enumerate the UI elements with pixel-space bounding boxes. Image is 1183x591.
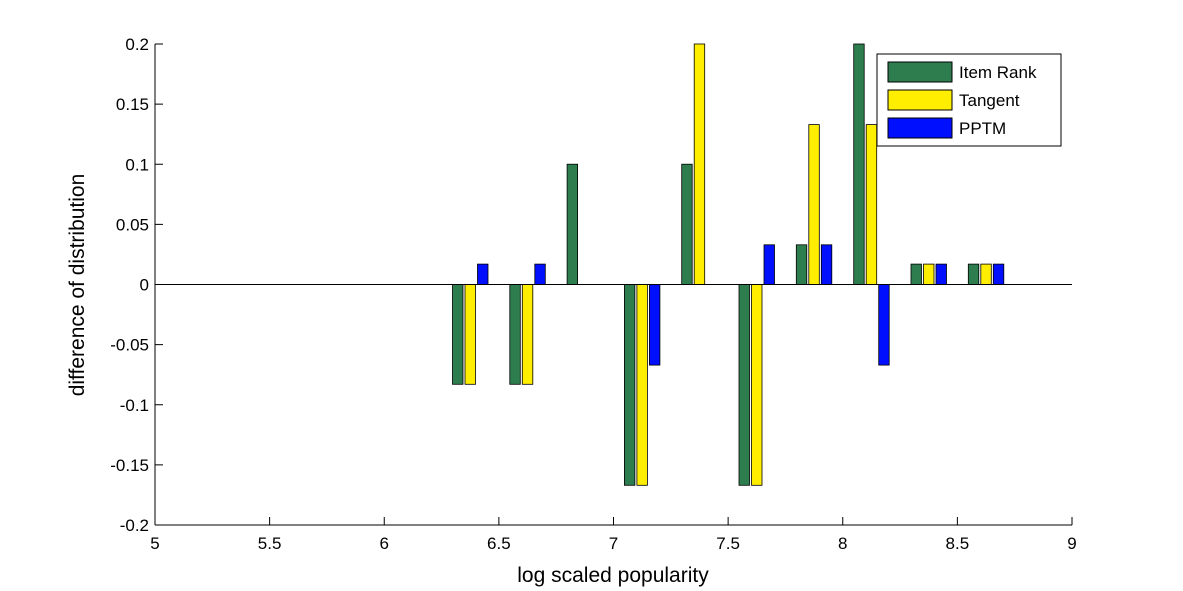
bar-item-rank-6 — [738, 284, 750, 486]
y-tick-label: -0.15 — [110, 456, 149, 475]
y-tick-label: -0.1 — [120, 396, 149, 415]
bar-tangent-1 — [464, 284, 476, 385]
bar-item-rank-1 — [452, 284, 464, 385]
bar-item-rank-5 — [681, 163, 693, 285]
bar-pptm-6 — [763, 244, 775, 285]
y-tick-label: 0 — [140, 276, 149, 295]
legend-swatch — [887, 61, 953, 83]
bar-pptm-4 — [649, 284, 661, 366]
x-tick-label: 9 — [1067, 534, 1076, 553]
y-tick-label: -0.05 — [110, 336, 149, 355]
y-tick-label: -0.2 — [120, 516, 149, 535]
x-tick-label: 7 — [609, 534, 618, 553]
bar-item-rank-2 — [509, 284, 521, 385]
bar-item-rank-8 — [853, 43, 865, 285]
y-tick-label: 0.1 — [125, 155, 149, 174]
legend-label: PPTM — [959, 119, 1006, 138]
x-axis-title: log scaled popularity — [517, 564, 709, 587]
bar-pptm-10 — [992, 263, 1005, 285]
bar-tangent-6 — [751, 284, 763, 486]
x-tick-label: 5.5 — [258, 534, 282, 553]
x-tick-label: 7.5 — [716, 534, 740, 553]
bar-pptm-7 — [820, 244, 833, 285]
bar-item-rank-7 — [795, 244, 808, 285]
x-tick-label: 8.5 — [946, 534, 970, 553]
legend-swatch — [887, 89, 953, 111]
x-tick-label: 6.5 — [487, 534, 511, 553]
bar-tangent-4 — [636, 284, 648, 486]
y-axis-title: difference of distribution — [66, 174, 89, 397]
bar-tangent-9 — [923, 263, 935, 285]
bar-tangent-5 — [693, 43, 706, 285]
legend: Item Rank Tangent PPTM — [876, 53, 1062, 147]
bar-pptm-9 — [935, 263, 947, 285]
bar-pptm-1 — [477, 263, 489, 285]
ticks-layer: 5 5.5 6 6.5 7 7.5 8 8.5 9 -0.2 -0.15 -0.1 -0.05 0 0.05… — [110, 35, 1076, 553]
legend-swatch — [887, 117, 953, 139]
bar-pptm-2 — [534, 263, 546, 285]
legend-items: Item Rank Tangent PPTM — [887, 61, 1037, 139]
bar-pptm-8 — [878, 284, 890, 366]
bar-tangent-8 — [865, 124, 878, 285]
y-tick-label: 0.15 — [116, 95, 149, 114]
x-tick-label: 5 — [150, 534, 159, 553]
y-tick-label: 0.2 — [125, 35, 149, 54]
x-tick-label: 8 — [838, 534, 847, 553]
bar-tangent-10 — [980, 263, 992, 285]
legend-label: Tangent — [959, 91, 1020, 110]
y-tick-label: 0.05 — [116, 215, 149, 234]
bar-item-rank-10 — [967, 263, 980, 285]
bar-tangent-2 — [521, 284, 534, 385]
legend-label: Item Rank — [959, 63, 1037, 82]
bar-tangent-7 — [808, 124, 820, 285]
x-tick-label: 6 — [380, 534, 389, 553]
bar-item-rank-4 — [624, 284, 636, 486]
bar-item-rank-9 — [910, 263, 922, 285]
bar-item-rank-3 — [566, 163, 578, 285]
